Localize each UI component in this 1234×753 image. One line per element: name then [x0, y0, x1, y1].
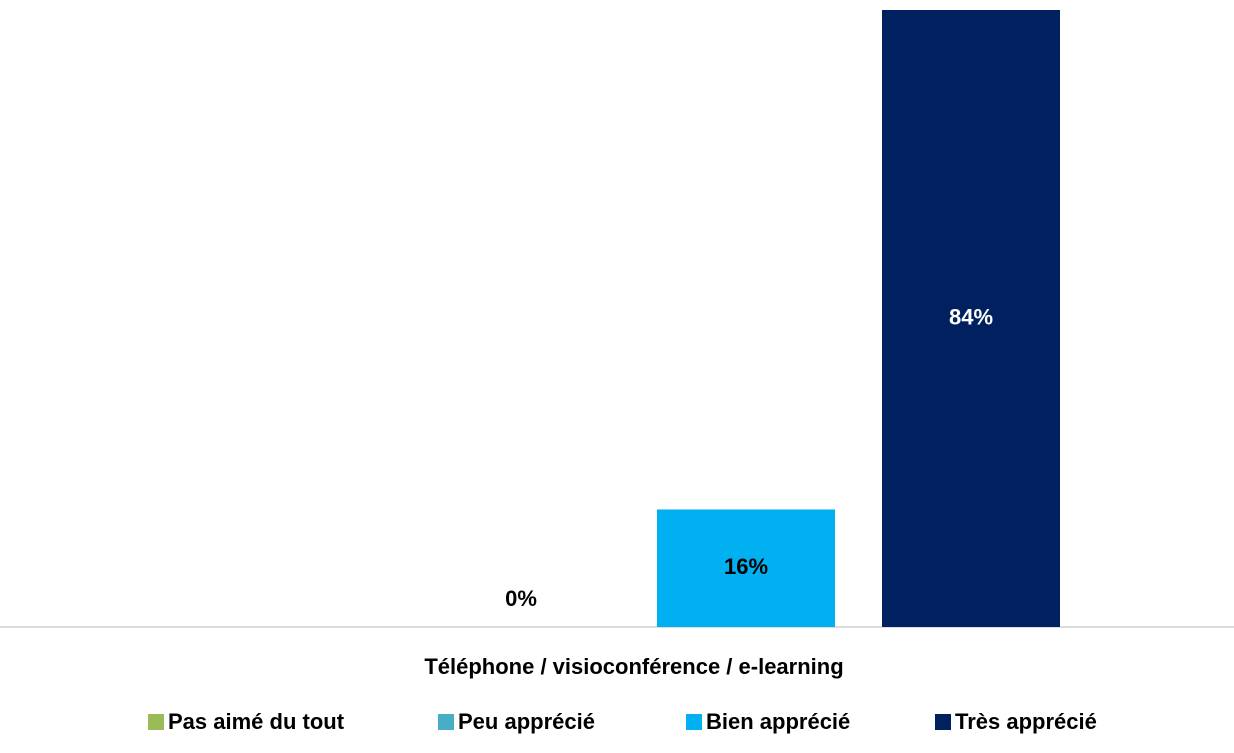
legend-swatch	[686, 714, 702, 730]
data-label: 0%	[505, 586, 537, 611]
legend-label: Pas aimé du tout	[168, 709, 345, 734]
legend-swatch	[148, 714, 164, 730]
legend-swatch	[438, 714, 454, 730]
data-label: 16%	[724, 554, 768, 579]
x-tick-label: Téléphone / visioconférence / e-learning	[424, 654, 843, 679]
legend-swatch	[935, 714, 951, 730]
legend-label: Peu apprécié	[458, 709, 595, 734]
legend-label: Bien apprécié	[706, 709, 850, 734]
bar	[657, 509, 835, 627]
data-label: 84%	[949, 304, 993, 329]
legend-label: Très apprécié	[955, 709, 1097, 734]
bar	[882, 10, 1060, 627]
